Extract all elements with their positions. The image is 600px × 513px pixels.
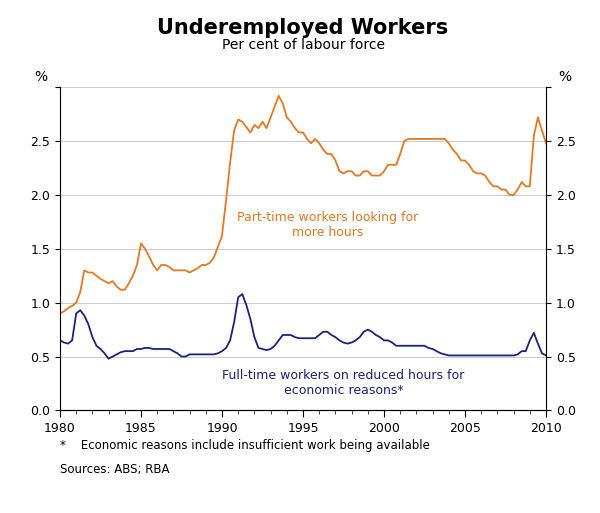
Text: Sources: ABS; RBA: Sources: ABS; RBA	[60, 463, 170, 476]
Text: %: %	[35, 70, 48, 84]
Text: Per cent of labour force: Per cent of labour force	[221, 38, 385, 52]
Text: Underemployed Workers: Underemployed Workers	[157, 18, 449, 38]
Text: Full-time workers on reduced hours for
economic reasons*: Full-time workers on reduced hours for e…	[223, 369, 464, 398]
Text: *    Economic reasons include insufficient work being available: * Economic reasons include insufficient …	[60, 439, 430, 451]
Text: Part-time workers looking for
more hours: Part-time workers looking for more hours	[236, 211, 418, 239]
Text: %: %	[558, 70, 571, 84]
